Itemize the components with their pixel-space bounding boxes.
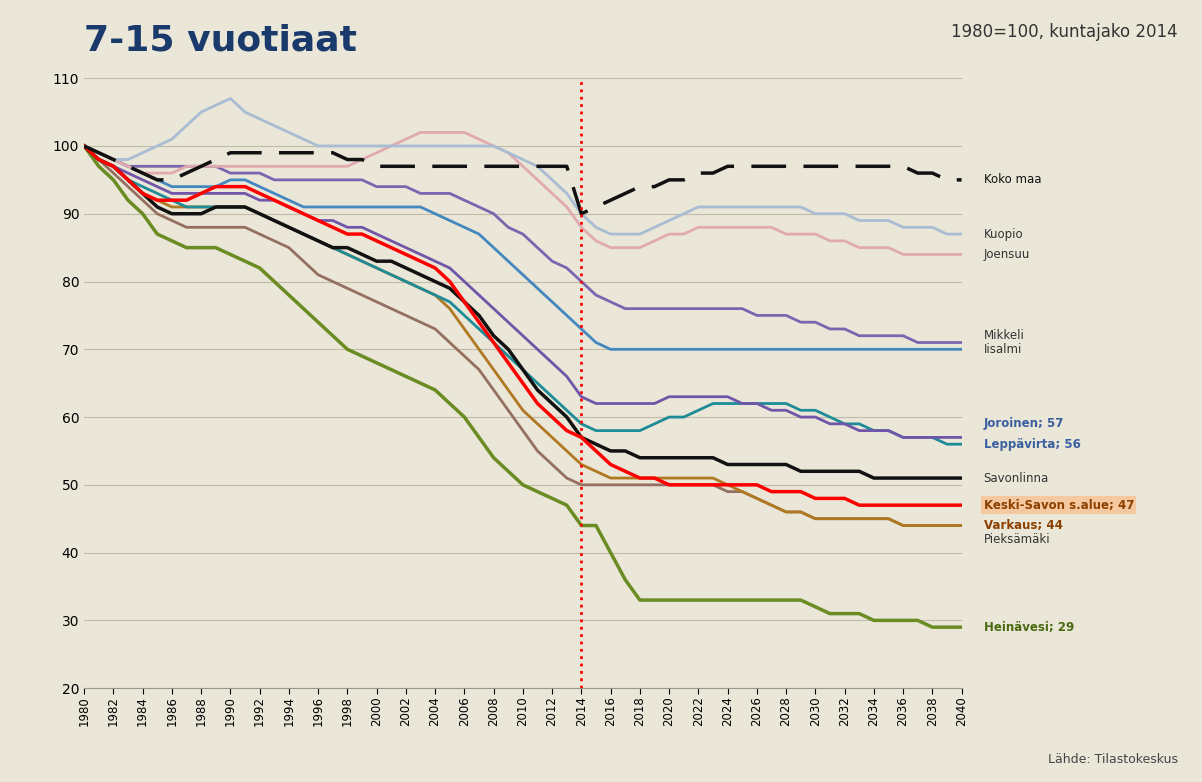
- Text: Kuopio: Kuopio: [983, 228, 1023, 241]
- Text: Leppävirta; 56: Leppävirta; 56: [983, 438, 1081, 450]
- Text: Keski-Savon s.alue; 47: Keski-Savon s.alue; 47: [983, 499, 1133, 511]
- Text: Pieksämäki: Pieksämäki: [983, 533, 1051, 546]
- Text: Heinävesi; 29: Heinävesi; 29: [983, 621, 1073, 633]
- Text: Koko maa: Koko maa: [983, 174, 1041, 186]
- Text: Joensuu: Joensuu: [983, 248, 1030, 261]
- Text: Savonlinna: Savonlinna: [983, 472, 1049, 485]
- Text: Iisalmi: Iisalmi: [983, 343, 1022, 356]
- Text: Lähde: Tilastokeskus: Lähde: Tilastokeskus: [1048, 753, 1178, 766]
- Text: Joroinen; 57: Joroinen; 57: [983, 418, 1064, 430]
- Text: Mikkeli: Mikkeli: [983, 329, 1024, 343]
- Text: 7-15 vuotiaat: 7-15 vuotiaat: [84, 23, 357, 57]
- Text: 1980=100, kuntajako 2014: 1980=100, kuntajako 2014: [951, 23, 1178, 41]
- Text: Varkaus; 44: Varkaus; 44: [983, 519, 1063, 532]
